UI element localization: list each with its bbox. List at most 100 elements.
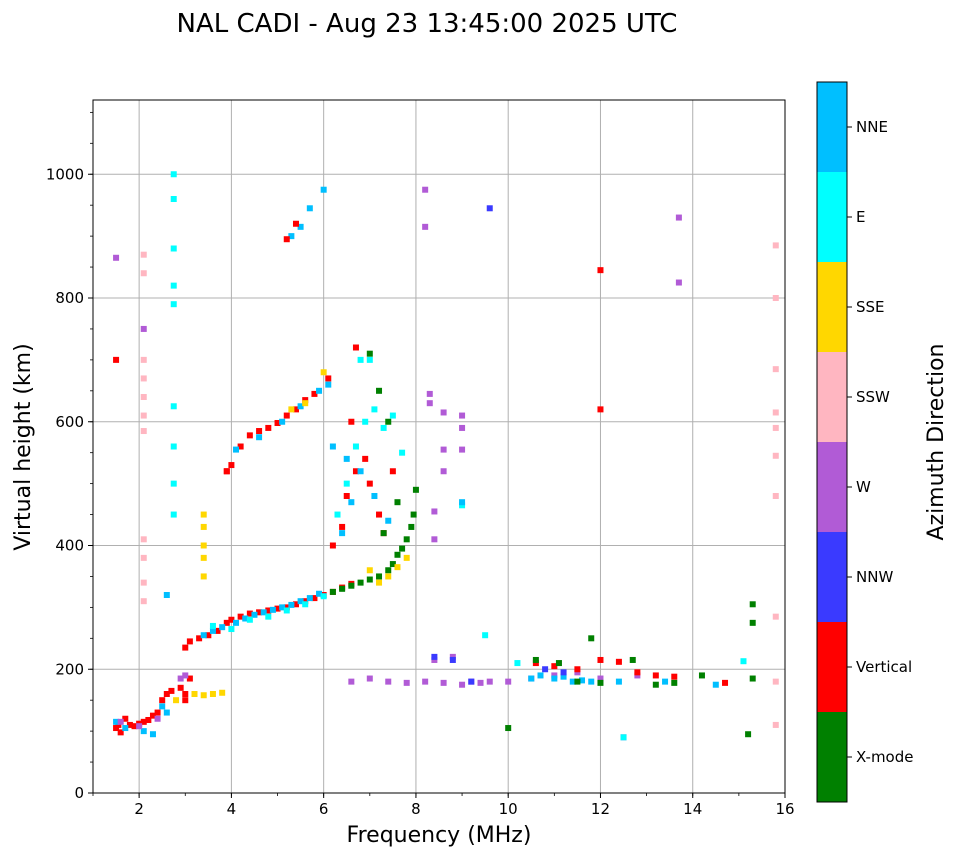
data-point — [140, 375, 147, 382]
data-point — [560, 673, 567, 680]
data-point — [440, 446, 447, 453]
data-point — [740, 658, 747, 665]
data-point — [159, 697, 166, 704]
data-point — [306, 595, 313, 602]
data-point — [399, 545, 406, 552]
data-point — [306, 205, 313, 212]
data-point — [348, 418, 355, 425]
data-point — [297, 403, 304, 410]
data-point — [772, 409, 779, 416]
grid-lines — [93, 100, 786, 794]
data-point — [772, 242, 779, 249]
data-point — [223, 619, 230, 626]
data-point — [352, 344, 359, 351]
data-point — [311, 595, 318, 602]
data-point — [459, 446, 466, 453]
data-point — [362, 455, 369, 462]
colorbar-segment — [817, 262, 847, 352]
data-point — [302, 601, 309, 608]
data-point — [177, 684, 184, 691]
data-point — [389, 412, 396, 419]
data-point — [376, 387, 383, 394]
data-point — [772, 493, 779, 499]
data-point — [154, 709, 161, 716]
y-axis-label: Virtual height (km) — [11, 343, 36, 550]
x-axis-label: Frequency (MHz) — [347, 823, 532, 848]
data-point — [122, 715, 129, 722]
colorbar-tick-label: SSW — [856, 388, 890, 406]
data-point — [652, 681, 659, 688]
data-point — [209, 622, 216, 629]
data-point — [532, 656, 539, 663]
data-point — [288, 233, 295, 240]
data-point — [140, 598, 147, 605]
colorbar-tick-label: W — [856, 478, 871, 496]
data-point — [140, 270, 147, 277]
data-point — [410, 511, 417, 518]
data-point — [532, 660, 539, 667]
data-point — [426, 400, 433, 407]
data-point — [126, 721, 133, 728]
y-tick-label: 600 — [55, 413, 84, 431]
data-point — [394, 499, 401, 506]
data-point — [385, 678, 392, 685]
data-point — [177, 675, 184, 682]
data-point — [140, 554, 147, 561]
x-tick-label: 8 — [411, 800, 421, 818]
data-point — [182, 644, 189, 651]
data-point — [431, 536, 438, 543]
data-point — [329, 588, 336, 595]
data-point — [597, 679, 604, 686]
data-point — [615, 658, 622, 665]
data-point — [297, 223, 304, 230]
data-point — [283, 607, 290, 614]
data-point — [159, 703, 166, 710]
data-point — [200, 573, 207, 580]
y-tick-label: 800 — [55, 289, 84, 307]
data-point — [170, 245, 177, 252]
data-point — [376, 573, 383, 580]
colorbar-segment — [817, 172, 847, 262]
data-point — [597, 675, 604, 682]
data-point — [228, 626, 235, 633]
data-point — [292, 406, 299, 413]
data-point — [237, 443, 244, 450]
data-point — [288, 601, 295, 608]
data-point — [357, 356, 364, 363]
data-point — [140, 325, 147, 332]
data-point — [246, 616, 253, 623]
data-point — [182, 691, 189, 697]
data-point — [482, 632, 489, 639]
data-point — [772, 295, 779, 301]
data-point — [117, 718, 124, 725]
data-point — [634, 669, 641, 676]
data-point — [449, 656, 456, 663]
data-point — [366, 480, 373, 487]
data-point — [486, 678, 493, 685]
data-point — [140, 356, 147, 363]
data-point — [140, 728, 147, 735]
data-point — [574, 678, 581, 685]
data-point — [170, 403, 177, 410]
data-point — [115, 721, 122, 728]
data-point — [597, 267, 604, 274]
data-point — [274, 605, 281, 612]
data-point — [634, 672, 641, 679]
data-point — [537, 672, 544, 679]
data-point — [233, 446, 240, 453]
data-point — [366, 350, 373, 357]
data-point — [408, 523, 415, 530]
data-point — [468, 678, 475, 685]
data-point — [173, 697, 180, 704]
axes: 2 4 6 8 10 12 14 16 0 200 400 600 800 1000 — [46, 111, 795, 818]
data-point — [256, 434, 263, 441]
data-point — [772, 721, 779, 728]
data-point — [352, 468, 359, 475]
x-tick-label: 16 — [775, 800, 794, 818]
data-point — [772, 366, 779, 373]
data-point — [422, 186, 429, 193]
data-points — [113, 171, 779, 741]
data-point — [514, 660, 521, 667]
data-point — [279, 604, 286, 611]
